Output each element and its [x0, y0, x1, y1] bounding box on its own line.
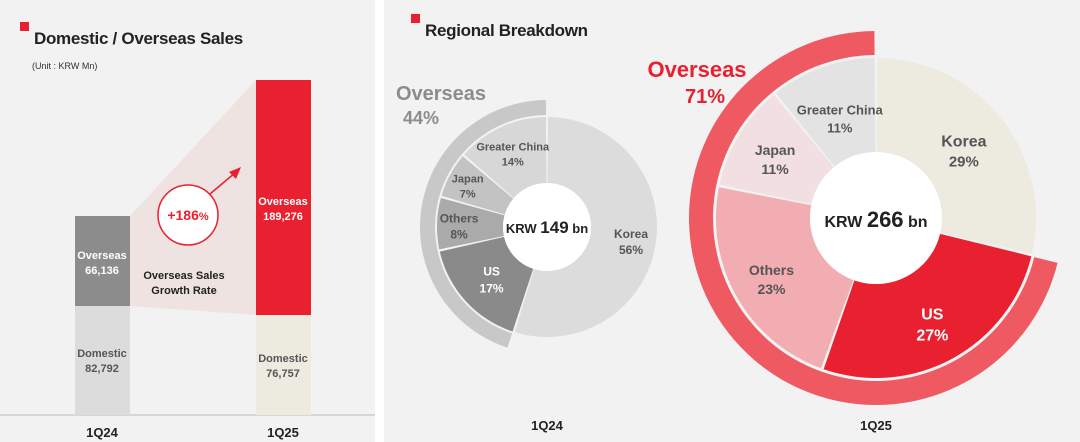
bar-1q25-domestic: [256, 315, 311, 415]
sales-panel: Domestic / Overseas Sales (Unit : KRW Mn…: [0, 0, 375, 442]
growth-value: +186%: [167, 207, 209, 223]
label-1q25-domestic-value: 76,757: [266, 368, 300, 380]
breakdown-title: Regional Breakdown: [425, 21, 588, 40]
breakdown-charts: Korea 56% US 17% Others 8% Japan 7% Greater Chin…: [396, 31, 1058, 433]
slice-pct-greater-china: 14%: [502, 157, 524, 169]
slice-name-japan: Japan: [452, 173, 484, 185]
slice-japan: [719, 94, 834, 205]
label-1q24-overseas-value: 66,136: [85, 265, 119, 277]
growth-label-line1: Overseas Sales: [143, 270, 224, 282]
label-1q25-overseas-name: Overseas: [258, 196, 308, 208]
slice-others: [716, 187, 854, 369]
slice-pct-korea: 56%: [619, 243, 643, 257]
growth-arrow-icon: [229, 167, 241, 179]
sales-title-wrap: Domestic / Overseas Sales: [20, 22, 243, 49]
slice-greater-china: [464, 117, 547, 199]
bar-1q24-overseas: [75, 216, 130, 306]
donut-hole-1q24: [503, 183, 591, 271]
title-marker: [20, 22, 29, 31]
slice-pct-us: 17%: [480, 282, 504, 296]
unit-label: (Unit : KRW Mn): [32, 61, 98, 71]
center-text-1q25: KRW 266 bn: [824, 207, 927, 232]
slice-name-greater-china: Greater China: [797, 102, 884, 117]
slice-name-others: Others: [440, 211, 479, 225]
slice-others: [437, 198, 505, 250]
title-marker: [411, 14, 420, 23]
center-text-1q24: KRW 149 bn: [506, 218, 588, 237]
outer-ring-1q24: [419, 100, 547, 348]
slice-pct-greater-china: 11%: [827, 120, 853, 135]
breakdown-title-wrap: Regional Breakdown: [411, 14, 588, 41]
breakdown-panel: Regional Breakdown Korea 56% US 17% Others 8%…: [384, 0, 1080, 442]
overseas-pct-1q24: 44%: [403, 108, 439, 128]
growth-label-line2: Growth Rate: [151, 285, 216, 297]
bar-1q24-domestic: [75, 306, 130, 415]
overseas-label-1q24: Overseas: [396, 83, 486, 105]
overseas-pct-1q25: 71%: [685, 86, 725, 108]
slice-pct-japan: 7%: [460, 188, 476, 200]
donut-1q25: Korea 29% US 27% Others 23% Japan 11% Greater Ch…: [647, 31, 1058, 433]
label-1q24-overseas-name: Overseas: [77, 250, 127, 262]
category-label-1q25: 1Q25: [860, 418, 892, 433]
slice-pct-us: 27%: [916, 328, 948, 345]
growth-circle: [157, 184, 219, 246]
donut-hole-1q25: [810, 152, 942, 284]
slice-name-greater-china: Greater China: [476, 142, 550, 154]
label-1q24-domestic-value: 82,792: [85, 363, 119, 375]
slice-name-us: US: [921, 307, 944, 324]
slice-pct-japan: 11%: [761, 161, 789, 177]
slice-name-us: US: [483, 265, 500, 279]
label-1q25-overseas-value: 189,276: [263, 211, 303, 223]
slice-pct-korea: 29%: [949, 154, 979, 171]
slice-name-korea: Korea: [941, 134, 986, 151]
label-1q25-domestic-name: Domestic: [258, 353, 308, 365]
bar-1q25-overseas: [256, 80, 311, 315]
category-1q24: 1Q24: [86, 425, 119, 440]
sales-bar-chart: Overseas 66,136 Domestic 82,792 Overseas…: [0, 80, 375, 440]
label-1q24-domestic-name: Domestic: [77, 348, 127, 360]
slice-pct-others: 8%: [450, 227, 468, 241]
slice-pct-others: 23%: [757, 281, 786, 297]
growth-arrow-line: [209, 171, 237, 195]
category-label-1q24: 1Q24: [531, 418, 564, 433]
overseas-label-1q25: Overseas: [647, 57, 746, 82]
sales-title: Domestic / Overseas Sales: [34, 29, 243, 48]
slice-us: [823, 233, 1032, 379]
slice-name-korea: Korea: [614, 227, 648, 241]
category-1q25: 1Q25: [267, 425, 299, 440]
donut-1q24: Korea 56% US 17% Others 8% Japan 7% Greater Chin…: [396, 83, 657, 433]
slice-korea: [876, 58, 1036, 254]
slice-us: [439, 236, 534, 332]
slice-korea: [514, 117, 657, 337]
slice-name-japan: Japan: [755, 142, 795, 158]
slice-japan: [441, 156, 514, 215]
slice-greater-china: [775, 58, 876, 167]
slice-name-others: Others: [749, 262, 794, 278]
